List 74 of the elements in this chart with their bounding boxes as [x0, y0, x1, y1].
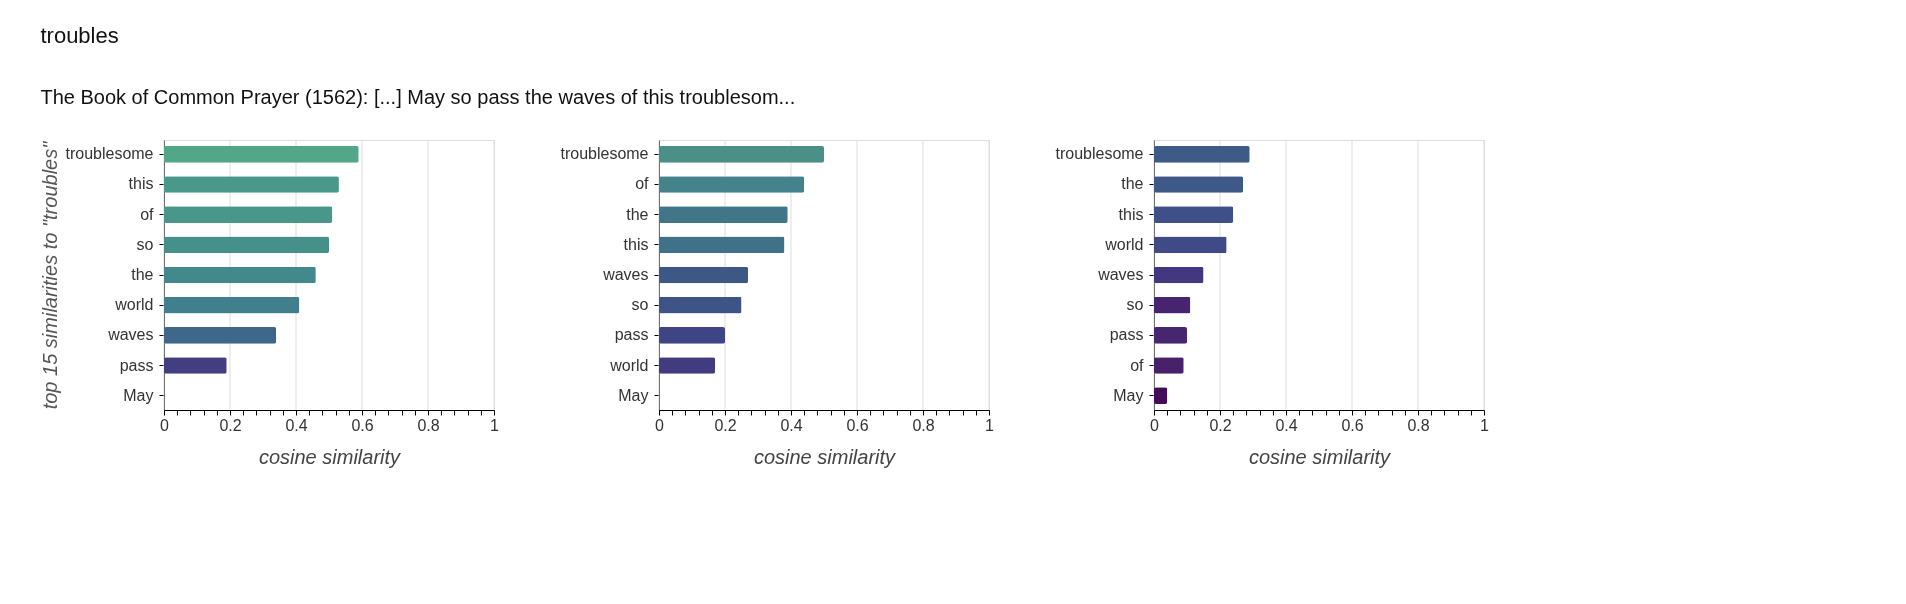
y-tick-label: so [1126, 296, 1144, 314]
y-tick-label: troublesome [1055, 145, 1144, 163]
bar [164, 296, 300, 314]
bar [659, 327, 725, 344]
y-tick-label: troublesome [65, 145, 154, 163]
bar [659, 176, 805, 193]
x-tick-label: 0.6 [1341, 416, 1364, 434]
bar [659, 146, 824, 163]
bar [164, 266, 316, 284]
bar [1154, 176, 1244, 193]
bar [164, 236, 329, 254]
bar [659, 206, 788, 223]
y-tick-label: May [1113, 386, 1144, 404]
x-tick-label: 0.6 [351, 416, 374, 434]
y-tick-label: so [631, 296, 649, 314]
y-tick-label: May [123, 386, 154, 404]
bar [659, 236, 785, 254]
x-tick-label: 0.2 [714, 416, 737, 434]
x-tick-label: 0.8 [1407, 416, 1430, 434]
x-tick-label: 1 [985, 416, 995, 434]
bar [1154, 296, 1191, 314]
y-tick-label: this [623, 235, 649, 253]
y-tick-label: world [114, 296, 154, 314]
bar [1154, 266, 1204, 284]
y-tick-label: the [131, 266, 154, 283]
bar [1154, 146, 1250, 163]
y-tick-label: waves [1097, 266, 1144, 283]
y-tick-label: pass [1109, 326, 1144, 344]
bar [1154, 206, 1234, 223]
y-tick-label: world [609, 356, 649, 374]
x-tick-label: 0.4 [780, 416, 803, 434]
y-tick-label: world [1104, 235, 1144, 253]
x-tick-label: 0 [655, 416, 665, 434]
chart-title: troubles [40, 23, 119, 48]
bar [164, 206, 333, 223]
y-tick-label: waves [602, 266, 649, 283]
bar [164, 327, 277, 344]
y-tick-label: this [128, 175, 154, 193]
y-tick-label: troublesome [560, 145, 649, 163]
y-tick-label: pass [119, 356, 154, 374]
x-tick-label: 0.6 [846, 416, 869, 434]
y-tick-label: waves [107, 326, 154, 344]
y-axis-title: top 15 similarities to "troubles" [39, 140, 62, 410]
x-tick-label: 0.8 [912, 416, 935, 434]
y-tick-label: May [618, 386, 649, 404]
x-tick-label: 0.8 [417, 416, 440, 434]
bar [1154, 236, 1227, 254]
y-tick-label: the [626, 205, 649, 223]
x-tick-label: 0 [1150, 416, 1160, 434]
x-tick-label: 1 [1480, 416, 1490, 434]
bar [164, 176, 339, 193]
y-tick-label: so [136, 235, 154, 253]
x-tick-label: 0.2 [219, 416, 242, 434]
bar [659, 266, 749, 284]
x-axis-title: cosine similarity [258, 445, 402, 468]
y-tick-label: this [1118, 205, 1144, 223]
y-tick-label: of [1130, 356, 1145, 374]
bar [1154, 387, 1168, 404]
x-tick-label: 0.2 [1209, 416, 1232, 434]
y-tick-label: pass [614, 326, 649, 344]
bar [164, 146, 359, 163]
x-tick-label: 1 [490, 416, 500, 434]
y-tick-label: the [1121, 175, 1144, 193]
y-tick-label: of [140, 205, 155, 223]
x-axis-title: cosine similarity [1248, 445, 1392, 468]
bar [1154, 327, 1187, 344]
x-tick-label: 0.4 [285, 416, 308, 434]
x-axis-title: cosine similarity [753, 445, 897, 468]
x-tick-label: 0.4 [1275, 416, 1298, 434]
bar [659, 357, 716, 374]
chart-subtitle: The Book of Common Prayer (1562): [...] May so pass the waves of this troublesom... [40, 86, 796, 108]
x-tick-label: 0 [160, 416, 170, 434]
bar [659, 296, 742, 314]
y-tick-label: of [635, 175, 650, 193]
